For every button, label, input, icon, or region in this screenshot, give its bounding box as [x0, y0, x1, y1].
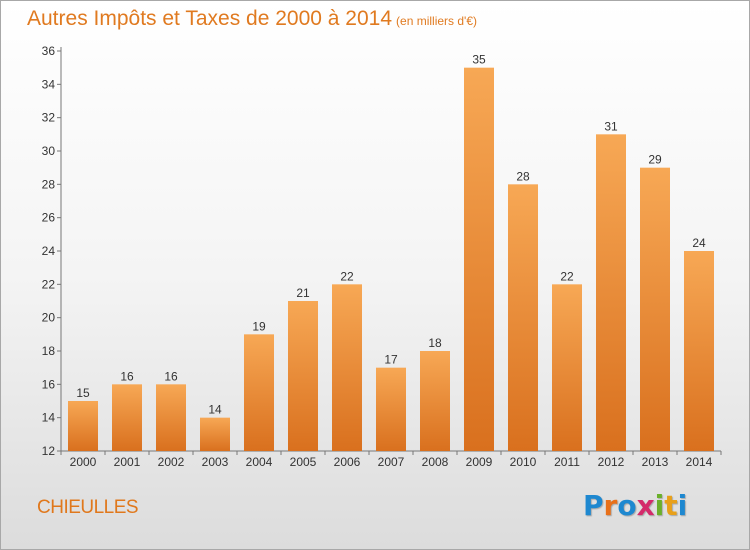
y-tick-label: 24: [42, 244, 56, 258]
logo-letter: r: [603, 489, 618, 522]
y-tick-label: 26: [42, 211, 56, 225]
x-tick-label: 2012: [598, 455, 625, 469]
x-tick-label: 2005: [290, 455, 317, 469]
bar-value-label: 15: [76, 386, 90, 400]
y-tick-label: 18: [42, 344, 56, 358]
y-tick-label: 22: [42, 277, 56, 291]
bar: [596, 134, 626, 452]
bar: [112, 384, 142, 451]
y-tick-label: 12: [42, 444, 56, 458]
x-tick-label: 2001: [114, 455, 141, 469]
bar: [288, 301, 318, 451]
logo-letter: i: [677, 489, 688, 522]
bar-value-label: 14: [208, 403, 222, 417]
bar: [552, 284, 582, 451]
logo-letter: P: [583, 489, 604, 522]
y-tick-label: 28: [42, 177, 56, 191]
bar: [68, 401, 98, 451]
bar-value-label: 21: [296, 286, 310, 300]
bar-value-label: 24: [692, 236, 706, 250]
x-tick-label: 2006: [334, 455, 361, 469]
logo-letter: x: [636, 489, 655, 522]
y-tick-label: 32: [42, 111, 56, 125]
bar: [332, 284, 362, 451]
bar-value-label: 22: [560, 269, 574, 283]
logo-letter: o: [617, 489, 637, 522]
y-tick-label: 30: [42, 144, 56, 158]
bar-value-label: 35: [472, 53, 486, 67]
bar: [376, 367, 406, 451]
x-tick-label: 2000: [70, 455, 97, 469]
x-tick-label: 2008: [422, 455, 449, 469]
y-tick-label: 34: [42, 77, 56, 91]
x-tick-label: 2013: [642, 455, 669, 469]
x-tick-label: 2010: [510, 455, 537, 469]
bar-value-label: 31: [604, 119, 618, 133]
bar-value-label: 29: [648, 153, 662, 167]
bar-value-label: 28: [516, 169, 530, 183]
y-tick-label: 16: [42, 377, 56, 391]
bar: [200, 417, 230, 451]
x-tick-label: 2002: [158, 455, 185, 469]
bar: [464, 67, 494, 452]
bar: [244, 334, 274, 451]
logo-letter: t: [664, 489, 678, 522]
x-tick-label: 2014: [686, 455, 713, 469]
commune-name: CHIEULLES: [37, 497, 139, 518]
bar-value-label: 17: [384, 353, 398, 367]
chart-title: Autres Impôts et Taxes de 2000 à 2014 (en…: [27, 7, 477, 31]
bar-value-label: 16: [120, 369, 134, 383]
bar: [684, 251, 714, 451]
chart-title-text: Autres Impôts et Taxes de 2000 à 2014: [27, 7, 393, 30]
x-tick-label: 2009: [466, 455, 493, 469]
x-tick-label: 2007: [378, 455, 405, 469]
bar: [640, 167, 670, 451]
x-tick-label: 2003: [202, 455, 229, 469]
bar: [508, 184, 538, 452]
bar-value-label: 22: [340, 269, 354, 283]
bar: [420, 351, 450, 451]
logo-letter: i: [654, 489, 665, 522]
chart-unit: (en milliers d'€): [396, 14, 478, 28]
bar-value-label: 19: [252, 319, 266, 333]
bar: [156, 384, 186, 451]
y-tick-label: 14: [42, 411, 56, 425]
y-tick-label: 36: [42, 44, 56, 58]
x-tick-label: 2011: [554, 455, 580, 469]
bar-value-label: 16: [164, 369, 178, 383]
bar-value-label: 18: [428, 336, 442, 350]
x-tick-label: 2004: [246, 455, 273, 469]
proxiti-logo: Proxiti: [583, 489, 687, 522]
y-tick-label: 20: [42, 311, 56, 325]
